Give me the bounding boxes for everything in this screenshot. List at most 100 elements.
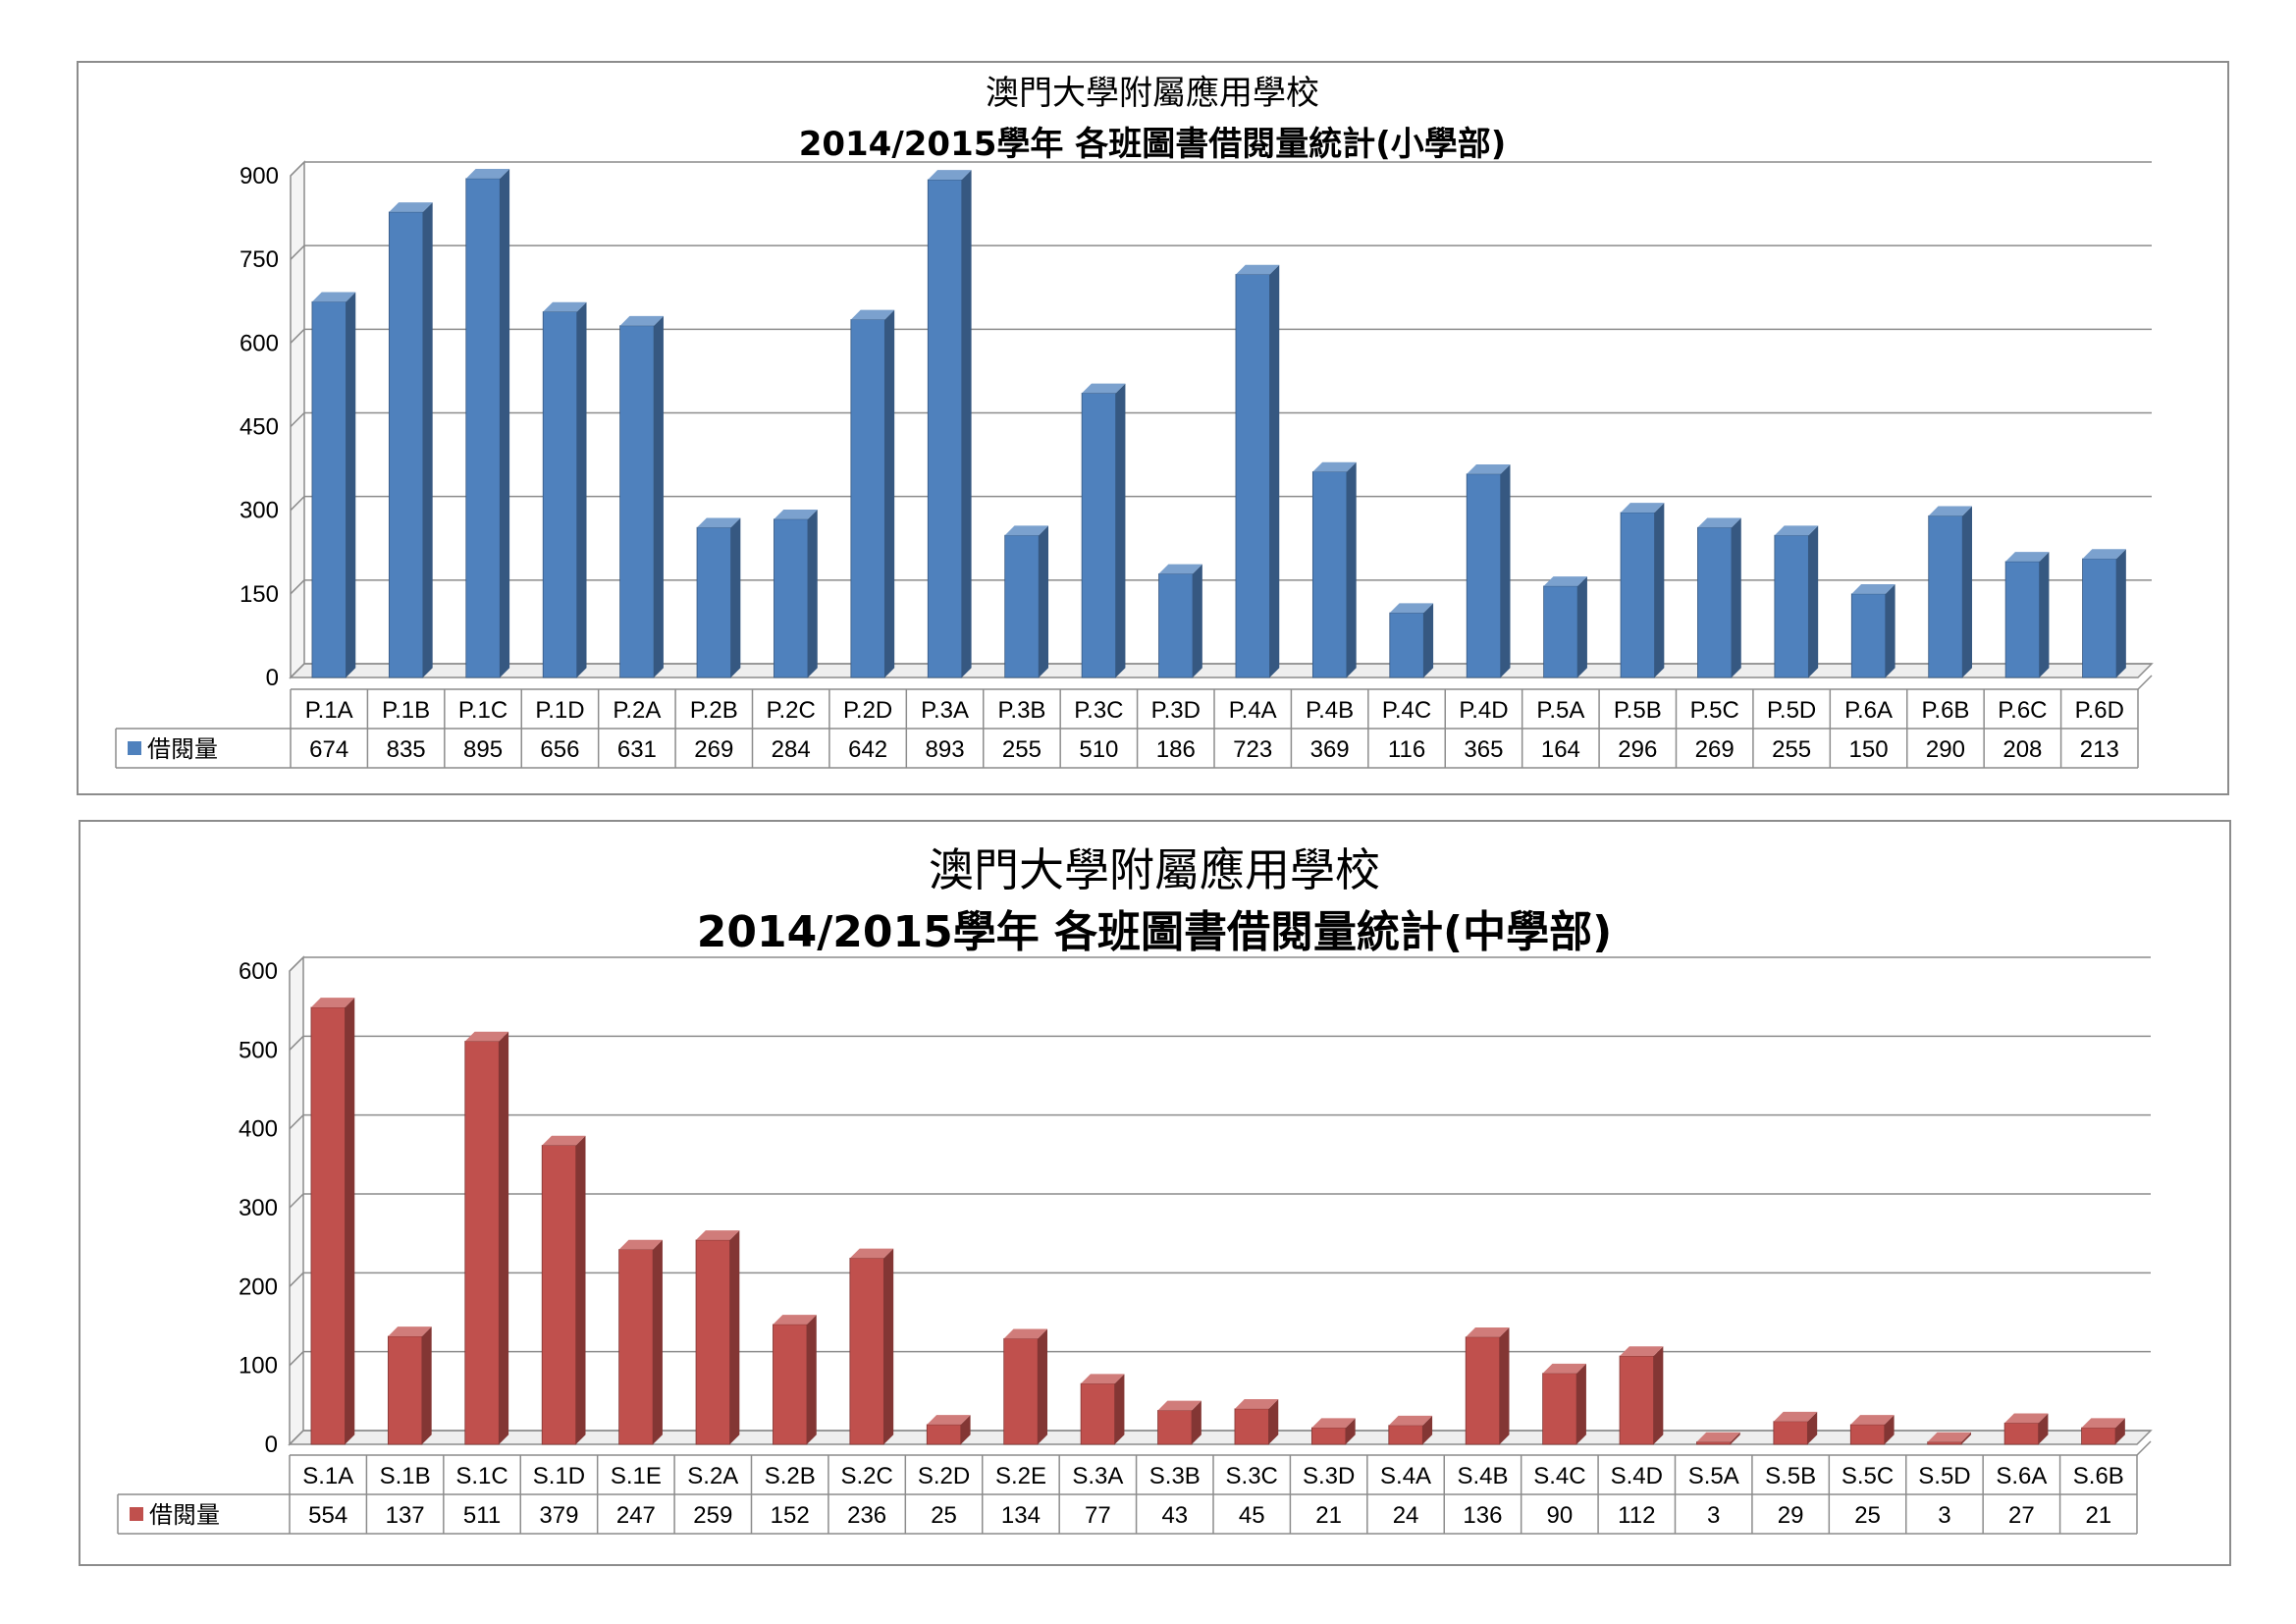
bar-side <box>1576 1363 1586 1444</box>
gridline-diagonal <box>290 161 305 177</box>
bar <box>927 170 972 678</box>
bar-front <box>1003 1337 1039 1445</box>
data-label: 25 <box>1854 1502 1881 1529</box>
gridline-diagonal <box>289 1035 304 1051</box>
bar <box>1310 1418 1356 1445</box>
bar-front <box>1389 612 1424 678</box>
bar <box>1003 1328 1048 1445</box>
category-label: P.3A <box>921 697 969 724</box>
bar-side <box>1500 463 1511 677</box>
bar-top <box>774 509 818 519</box>
bar-top <box>1543 576 1587 586</box>
bar-front <box>1080 1382 1116 1445</box>
bar-side <box>1962 506 1973 677</box>
bar <box>1697 517 1741 678</box>
bar-side <box>1269 264 1280 677</box>
bar-top <box>1774 525 1819 536</box>
bar-front <box>1234 1408 1269 1445</box>
table-line <box>2137 675 2153 690</box>
bar-front <box>2003 1422 2040 1445</box>
bar-side <box>1807 1411 1818 1444</box>
category-label: S.5B <box>1765 1463 1816 1489</box>
data-label: 112 <box>1618 1502 1655 1529</box>
bar-top <box>618 1239 663 1250</box>
bar-front <box>1849 1424 1886 1445</box>
bar <box>1928 506 1973 678</box>
bar <box>2003 1413 2049 1445</box>
category-label: P.1D <box>535 697 584 724</box>
category-label: P.3B <box>997 697 1045 724</box>
bar <box>1389 603 1434 678</box>
bar-front <box>310 1006 346 1445</box>
gridline-diagonal <box>289 956 304 972</box>
category-label: P.6C <box>1998 697 2047 724</box>
category-label: S.5A <box>1688 1463 1739 1489</box>
bar-front <box>311 300 347 678</box>
bar <box>1234 1399 1279 1445</box>
bar-top <box>849 1248 894 1259</box>
gridline-diagonal <box>289 1430 304 1445</box>
category-label: S.1B <box>380 1463 431 1489</box>
data-label: 259 <box>693 1502 732 1529</box>
bar-top <box>1696 1432 1740 1442</box>
bar-top <box>773 1315 817 1325</box>
category-label: S.3D <box>1303 1463 1355 1489</box>
data-label: 511 <box>463 1502 501 1529</box>
bar-top <box>1081 1374 1125 1384</box>
bar-top <box>1082 383 1126 394</box>
bar-side <box>1961 1432 1972 1444</box>
bar <box>1235 264 1280 678</box>
legend-swatch <box>128 741 141 755</box>
bar-front <box>1466 473 1502 678</box>
data-label: 247 <box>616 1502 656 1529</box>
bar-top <box>1621 503 1665 513</box>
data-label: 236 <box>847 1502 886 1529</box>
bar-side <box>1345 1418 1356 1444</box>
bar-top <box>696 1230 740 1240</box>
data-label: 379 <box>539 1502 578 1529</box>
bar-front <box>849 1258 884 1445</box>
bar-side <box>1653 1346 1664 1444</box>
bar-front <box>850 319 885 678</box>
data-label: 893 <box>926 736 965 763</box>
category-label: P.6B <box>1921 697 1969 724</box>
gridline-diagonal <box>290 663 305 678</box>
category-label: P.3C <box>1074 697 1123 724</box>
y-tick-label: 300 <box>239 1195 278 1221</box>
gridline-diagonal <box>290 579 305 595</box>
bar-side <box>1114 1374 1125 1444</box>
category-label: P.1B <box>382 697 430 724</box>
bar-front <box>1620 512 1655 678</box>
bar-top <box>697 517 741 528</box>
y-tick-label: 450 <box>240 414 279 441</box>
data-label: 674 <box>309 736 348 763</box>
category-label: P.3D <box>1151 697 1201 724</box>
category-label: S.2A <box>687 1463 738 1489</box>
bar-top <box>850 309 895 320</box>
bar <box>1696 1432 1740 1445</box>
gridline-diagonal <box>290 244 305 260</box>
secondary-chart-svg: 澳門大學附屬應用學校 2014/2015學年 各班圖書借閱量統計(中學部) 0 100… <box>117 843 2153 1535</box>
gridline-diagonal <box>290 411 305 428</box>
category-label: S.6B <box>2073 1463 2124 1489</box>
gridline-diagonal <box>289 1351 304 1367</box>
bar-top <box>1466 1326 1510 1337</box>
bar-side <box>1577 576 1587 677</box>
bar-front <box>387 1335 423 1445</box>
bar-front <box>464 1041 500 1445</box>
bar-top <box>1927 1432 1972 1442</box>
bar-side <box>730 517 741 677</box>
bar-front <box>1927 1441 1962 1445</box>
category-label: P.5C <box>1690 697 1739 724</box>
data-label: 642 <box>848 736 887 763</box>
bar <box>1543 576 1587 678</box>
bar-top <box>2005 552 2050 562</box>
bar-side <box>575 1135 586 1444</box>
bar-top <box>389 202 433 212</box>
category-label: S.1D <box>533 1463 585 1489</box>
bar-top <box>464 1031 509 1042</box>
chart-title-line1: 澳門大學附屬應用學校 <box>986 74 1319 113</box>
bar-front <box>1157 1410 1193 1445</box>
bar-side <box>1423 603 1434 677</box>
bar-top <box>1928 506 1973 516</box>
